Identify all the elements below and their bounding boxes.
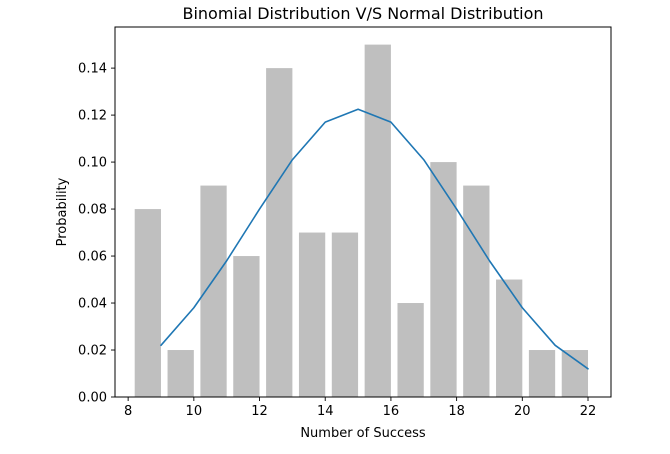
line-layer xyxy=(160,108,589,370)
normal-curve-line xyxy=(160,108,589,370)
x-tick-label: 16 xyxy=(383,404,400,419)
bar xyxy=(331,232,359,397)
x-tick-label: 20 xyxy=(514,404,531,419)
x-tick-label: 8 xyxy=(124,404,132,419)
bar xyxy=(233,256,260,397)
y-tick-label: 0.04 xyxy=(78,297,107,312)
bar xyxy=(266,68,293,397)
x-tick-label: 12 xyxy=(251,404,268,419)
plot-frame xyxy=(114,26,612,398)
y-ticks: 0.00 0.02 0.04 0.06 0.08 0.10 0.12 0.14 xyxy=(78,62,115,406)
x-tick-label: 10 xyxy=(186,404,203,419)
y-tick-label: 0.06 xyxy=(78,250,107,265)
y-tick-label: 0.14 xyxy=(78,62,107,77)
x-ticks: 8 10 12 14 16 18 20 22 xyxy=(124,397,596,419)
bar xyxy=(364,44,391,397)
y-tick-label: 0.02 xyxy=(78,344,107,359)
bar xyxy=(561,350,589,397)
y-tick-label: 0.10 xyxy=(78,156,107,171)
y-axis-label: Probability xyxy=(55,177,70,246)
bar xyxy=(397,303,424,397)
bar xyxy=(463,185,490,397)
bar xyxy=(134,209,161,397)
bar xyxy=(200,185,227,397)
x-tick-label: 14 xyxy=(317,404,334,419)
bar xyxy=(167,350,194,397)
chart-title: Binomial Distribution V/S Normal Distrib… xyxy=(182,4,543,23)
x-tick-label: 22 xyxy=(580,404,597,419)
y-tick-label: 0.12 xyxy=(78,109,107,124)
bar xyxy=(298,232,326,397)
bars-layer xyxy=(134,44,589,397)
y-tick-label: 0.08 xyxy=(78,203,107,218)
bar xyxy=(430,162,457,397)
x-axis-label: Number of Success xyxy=(300,426,426,441)
y-tick-label: 0.00 xyxy=(78,391,107,406)
bar xyxy=(528,350,556,397)
bar xyxy=(496,279,523,397)
x-tick-label: 18 xyxy=(448,404,465,419)
